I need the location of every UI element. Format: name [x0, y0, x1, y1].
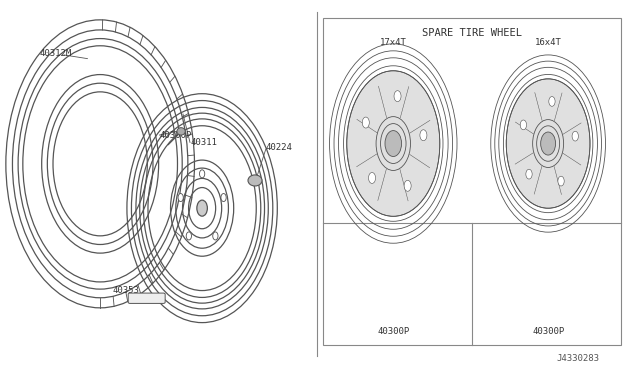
Text: SPARE TIRE WHEEL: SPARE TIRE WHEEL [422, 28, 522, 38]
Text: 40300P: 40300P [159, 131, 191, 140]
Ellipse shape [404, 180, 411, 191]
Ellipse shape [177, 128, 185, 135]
Text: 40300P: 40300P [532, 327, 564, 336]
Ellipse shape [385, 131, 401, 157]
Ellipse shape [347, 71, 440, 216]
Ellipse shape [369, 173, 376, 183]
Ellipse shape [221, 193, 226, 202]
Ellipse shape [186, 232, 191, 240]
Ellipse shape [520, 120, 527, 130]
Text: 16x4T: 16x4T [534, 38, 561, 46]
Ellipse shape [420, 130, 427, 141]
Ellipse shape [549, 97, 555, 106]
Ellipse shape [212, 232, 218, 240]
Text: 40224: 40224 [266, 143, 292, 152]
Text: 40312M: 40312M [40, 49, 72, 58]
Ellipse shape [541, 132, 556, 155]
Text: 40353: 40353 [113, 286, 140, 295]
Text: 40300P: 40300P [377, 327, 410, 336]
Ellipse shape [572, 131, 579, 141]
Ellipse shape [394, 91, 401, 102]
FancyBboxPatch shape [128, 293, 165, 304]
Ellipse shape [526, 169, 532, 179]
Bar [323, 18, 621, 345]
Ellipse shape [506, 79, 590, 208]
Text: 40311: 40311 [190, 138, 217, 147]
Ellipse shape [178, 193, 183, 202]
Ellipse shape [362, 117, 369, 128]
Ellipse shape [558, 176, 564, 186]
Ellipse shape [200, 170, 205, 178]
Text: J4330283: J4330283 [556, 354, 599, 363]
Text: 17x4T: 17x4T [380, 38, 406, 46]
Ellipse shape [197, 200, 207, 216]
Ellipse shape [248, 175, 262, 186]
